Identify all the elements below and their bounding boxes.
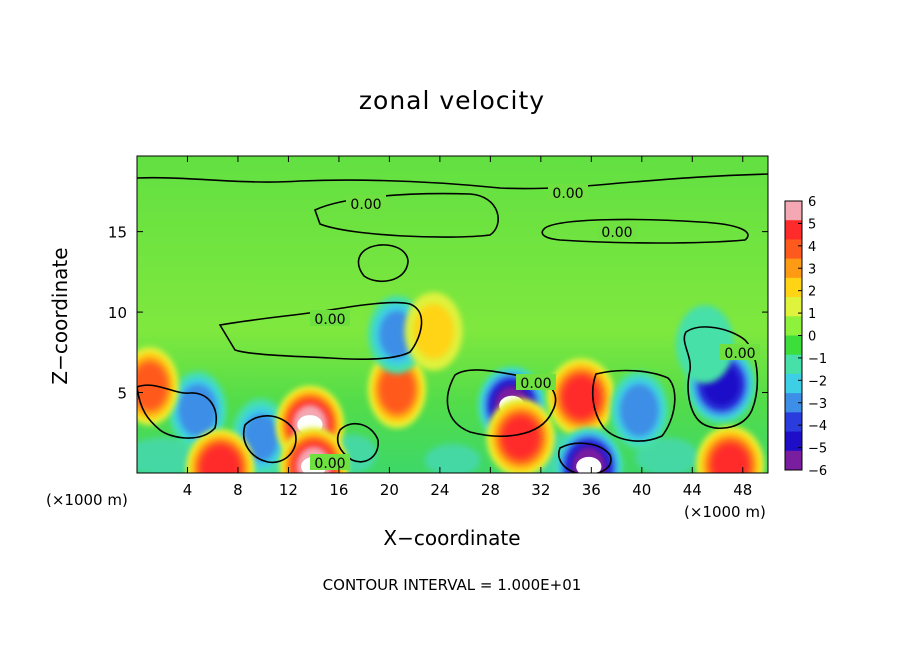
x-tick-label-1: 8 (233, 481, 243, 499)
heatmap-blob-14 (137, 347, 179, 426)
x-tick-label-6: 28 (481, 481, 500, 499)
contour-line-6 (446, 369, 557, 437)
x-tick-label-2: 12 (279, 481, 298, 499)
colorbar-segment-13 (785, 450, 802, 471)
contour-label-right-bg (720, 344, 760, 360)
colorbar-label-6: 0 (808, 330, 816, 345)
y-axis-multiplier: (×1000 m) (46, 491, 128, 509)
heatmap-blob-12 (687, 345, 756, 424)
colorbar-segment-4 (785, 277, 802, 298)
colorbar-segment-8 (785, 354, 802, 375)
field-patch-5 (635, 437, 699, 473)
contour-line-8 (683, 326, 759, 429)
colorbar-label-9: −3 (808, 397, 827, 412)
contour-line-5 (137, 384, 217, 439)
chart-title: zonal velocity (358, 86, 546, 115)
colorbar-segment-10 (785, 393, 802, 413)
heatmap-blob-10 (554, 427, 623, 473)
heatmap-blob-5 (368, 350, 426, 429)
x-tick-label-4: 20 (380, 481, 399, 499)
plot-frame (136, 155, 769, 474)
contour-label-upper-right: 0.00 (601, 225, 632, 241)
colorbar-segment-6 (785, 316, 802, 336)
colorbar-segment-11 (785, 412, 802, 433)
heatmap-blob-13 (696, 425, 765, 473)
heatmap-blob-4 (186, 429, 255, 473)
contour-label-mid-bg (310, 310, 350, 326)
contour-line-9 (243, 415, 297, 464)
contour-label-upper-right-bg (597, 223, 637, 239)
heatmap-blob-11 (610, 371, 669, 450)
x-tick-label-0: 4 (183, 481, 193, 499)
x-tick-label-9: 40 (632, 481, 651, 499)
contour-line-2 (541, 218, 749, 244)
heatmap-blob-15 (404, 292, 463, 371)
contour-label-bottom: 0.00 (314, 456, 345, 472)
colorbar-segment-9 (785, 373, 802, 394)
colorbar-segment-0 (785, 201, 802, 221)
colorbar-label-12: −6 (808, 464, 827, 479)
y-axis-label: Z−coordinate (48, 247, 72, 385)
contour-label-center-bg (516, 374, 556, 390)
colorbar-segment-12 (785, 431, 802, 452)
colorbar-label-3: 3 (808, 262, 816, 277)
x-axis-label-text: X−coordinate (383, 526, 521, 550)
field-patch-3 (424, 444, 481, 473)
contour-label-upper-left-bg (346, 195, 386, 211)
x-tick-label-8: 36 (582, 481, 601, 499)
colorbar-label-11: −5 (808, 442, 827, 457)
colorbar-segment-7 (785, 335, 802, 356)
contour-label-center: 0.00 (520, 376, 551, 392)
y-tick-label-1: 10 (108, 304, 127, 322)
contour-line-11 (558, 442, 612, 473)
x-tick-label-11: 48 (733, 481, 752, 499)
contour-label-top-right: 0.00 (552, 186, 583, 202)
colorbar-label-0: 6 (808, 195, 816, 210)
colorbar-label-5: 1 (808, 307, 816, 322)
x-axis-multiplier: (×1000 m) (684, 503, 766, 521)
colorbar-label-10: −4 (808, 419, 827, 434)
contour-label-bottom-bg (310, 454, 350, 470)
contour-line-0 (137, 173, 768, 190)
colorbar-segment-1 (785, 220, 802, 240)
contour-label-right: 0.00 (724, 346, 755, 362)
field-patch-0 (137, 437, 201, 473)
x-tick-label-3: 16 (329, 481, 348, 499)
colorbar-label-1: 5 (808, 217, 816, 232)
x-axis-label: X−coordinate (0, 526, 904, 550)
colorbar-segment-3 (785, 258, 802, 279)
contour-label-upper-left: 0.00 (350, 197, 381, 213)
contour-line-10 (336, 422, 379, 463)
contour-label-top-right-bg (548, 184, 588, 200)
colorbar-label-4: 2 (808, 285, 816, 300)
colorbar-segment-2 (785, 239, 802, 260)
heatmap-blob-8 (486, 398, 555, 473)
contour-line-7 (591, 369, 676, 442)
x-tick-label-7: 32 (531, 481, 550, 499)
contour-label-mid: 0.00 (314, 312, 345, 328)
x-tick-label-10: 44 (683, 481, 702, 499)
y-tick-label-2: 15 (108, 224, 127, 242)
colorbar-label-2: 4 (808, 240, 816, 255)
contour-interval-note: CONTOUR INTERVAL = 1.000E+01 (322, 576, 582, 594)
colorbar-label-8: −2 (808, 374, 827, 389)
heatmap-field (137, 156, 768, 473)
y-tick-label-0: 5 (117, 385, 127, 403)
x-tick-label-5: 24 (430, 481, 449, 499)
colorbar-label-7: −1 (808, 352, 827, 367)
heatmap-blob-9 (547, 358, 616, 437)
contour-line-3 (357, 244, 409, 283)
colorbar-segment-5 (785, 297, 802, 317)
